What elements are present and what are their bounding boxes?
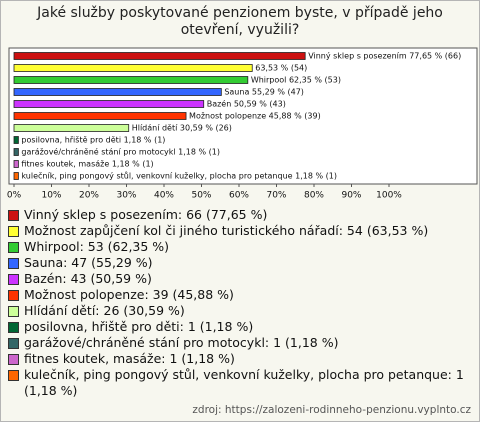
legend-swatch [8, 242, 19, 253]
bar [13, 100, 205, 108]
bar [13, 124, 130, 132]
x-tick-label: 40% [154, 191, 174, 201]
legend-label: Vinný sklep s posezením: 66 (77,65 %) [24, 207, 268, 222]
legend-swatch [8, 226, 19, 237]
bar [13, 136, 19, 144]
bar-label: Bazén 50,59 % (43) [207, 99, 286, 109]
x-tick-label: 50% [191, 191, 211, 201]
x-tick-label: 100% [376, 191, 402, 201]
bar-label: Hlídání dětí 30,59 % (26) [132, 124, 232, 133]
legend-label: Hlídání dětí: 26 (30,59 %) [24, 303, 185, 318]
legend-label: Možnost polopenze: 39 (45,88 %) [24, 287, 234, 302]
x-tick-label: 30% [116, 191, 136, 201]
chart: 0% 10% 20% 30% 40% 50% 60% 70% 80% 90% 100% Vinný s… [7, 47, 478, 201]
legend-item: Hlídání dětí: 26 (30,59 %) [7, 303, 473, 319]
x-tick-label: 80% [304, 191, 324, 201]
bar [13, 76, 249, 84]
legend-label: Možnost zapůjčení kol či jiného turistic… [24, 223, 429, 238]
bar-label: fitnes koutek, masáže 1,18 % (1) [21, 160, 153, 169]
x-tick-label: 70% [266, 191, 286, 201]
legend-item: fitnes koutek, masáže: 1 (1,18 %) [7, 351, 473, 367]
bar-label: posilovna, hřiště pro děti 1,18 % (1) [21, 135, 165, 145]
legend-item: Bazén: 43 (50,59 %) [7, 271, 473, 287]
legend-item: kulečník, ping pongový stůl, venkovní ku… [7, 367, 473, 399]
x-tick-label: 10% [41, 191, 61, 201]
x-tick-label: 60% [229, 191, 249, 201]
legend-item: Možnost zapůjčení kol či jiného turistic… [7, 223, 473, 239]
legend-label: Sauna: 47 (55,29 %) [24, 255, 153, 270]
bar-label: Vinný sklep s posezením 77,65 % (66) [308, 52, 461, 61]
bar [13, 88, 222, 96]
legend-swatch [8, 338, 19, 349]
bar-label: garážové/chráněné stání pro motocykl 1,1… [21, 147, 220, 157]
legend-label: garážové/chráněné stání pro motocykl: 1 … [24, 335, 339, 350]
legend-swatch [8, 290, 19, 301]
bar [13, 148, 19, 156]
x-tick-label: 20% [79, 191, 99, 201]
legend-swatch [8, 354, 19, 365]
legend-item: Vinný sklep s posezením: 66 (77,65 %) [7, 207, 473, 223]
legend: Vinný sklep s posezením: 66 (77,65 %) Mož… [7, 207, 473, 399]
legend-swatch [8, 306, 19, 317]
legend-swatch [8, 210, 19, 221]
legend-label: fitnes koutek, masáže: 1 (1,18 %) [24, 351, 235, 366]
legend-label: Bazén: 43 (50,59 %) [24, 271, 152, 286]
legend-label: Whirpool: 53 (62,35 %) [24, 239, 170, 254]
legend-swatch [8, 258, 19, 269]
legend-label: kulečník, ping pongový stůl, venkovní ku… [24, 367, 464, 398]
legend-item: Whirpool: 53 (62,35 %) [7, 239, 473, 255]
bar [13, 64, 253, 72]
legend-swatch [8, 370, 19, 381]
bar-label: Sauna 55,29 % (47) [224, 88, 304, 97]
legend-item: posilovna, hřiště pro děti: 1 (1,18 %) [7, 319, 473, 335]
bar [13, 160, 19, 168]
bar-label: Možnost polopenze 45,88 % (39) [189, 112, 321, 121]
legend-item: Možnost polopenze: 39 (45,88 %) [7, 287, 473, 303]
legend-swatch [8, 274, 19, 285]
legend-swatch [8, 322, 19, 333]
x-tick-label: 90% [341, 191, 361, 201]
legend-label: posilovna, hřiště pro děti: 1 (1,18 %) [24, 319, 254, 334]
chart-title: Jaké služby poskytované penzionem byste,… [37, 5, 443, 38]
footer: zdroj: https://zalozeni-rodinneho-penzio… [192, 404, 471, 416]
bar [13, 112, 187, 120]
bar-label: kulečník, ping pongový stůl, venkovní ku… [21, 171, 337, 181]
bar [13, 172, 19, 180]
bar-label: Whirpool 62,35 % (53) [251, 76, 341, 85]
legend-item: Sauna: 47 (55,29 %) [7, 255, 473, 271]
bar [13, 52, 306, 60]
legend-item: garážové/chráněné stání pro motocykl: 1 … [7, 335, 473, 351]
x-tick-label: 0% [7, 191, 22, 201]
bar-label: 63,53 % (54) [255, 64, 307, 73]
